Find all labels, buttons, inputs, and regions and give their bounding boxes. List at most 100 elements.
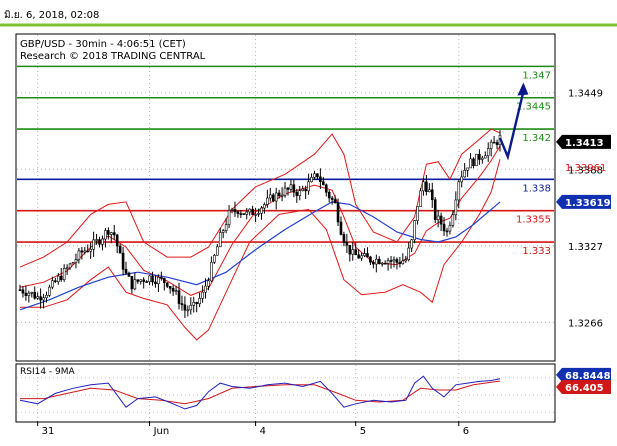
rsi-value-badge-bg [556,367,611,382]
candle-body [469,158,472,169]
x-tick-label: Jun [153,426,170,437]
y-tick-label: 1.3327 [568,242,603,253]
candle-body [198,298,201,305]
candle-body [342,234,346,243]
candle-body [39,296,42,301]
y-tick-label: 1.3449 [568,89,603,100]
candle-body [304,188,307,192]
candle-body [18,289,22,292]
candle-body [457,181,461,201]
candle-body [59,275,63,281]
candle-body [224,224,228,231]
candle-body [221,230,225,233]
bollinger-upper-band [19,128,501,268]
bollinger-lower-band [20,159,501,341]
candle-body [416,206,419,221]
rsi-ma-line [20,380,501,405]
candle-body [227,210,231,225]
candle-body [145,281,148,283]
candle-body [216,246,219,256]
last-price-badge: 1.3413 [565,138,604,149]
candle-body [481,157,484,160]
candle-body [313,173,316,178]
candle-body [177,290,181,304]
candle-body [489,141,493,149]
candle-body [230,209,234,211]
candle-body [242,213,246,215]
candle-body [160,276,163,279]
candle-body [495,142,499,146]
candle-body [233,209,237,213]
candle-body [330,197,334,200]
level-label: 1.333 [522,246,551,257]
candle-body [386,260,390,264]
candle-body [62,268,66,281]
candle-body [189,304,193,311]
candle-body [322,181,325,186]
candle-body [162,278,166,284]
candle-body [327,191,331,199]
candle-body [56,275,60,283]
candle-body [436,215,440,220]
candle-body [251,208,254,216]
rsi-ma-value-badge: 66.405 [565,383,604,394]
candle-body [245,211,249,215]
candle-body [274,192,278,202]
y-tick-label: 1.3388 [568,165,603,176]
candle-body [360,255,363,259]
candle-body [410,239,413,249]
candle-body [369,256,372,263]
candle-body [404,259,408,262]
candle-body [260,207,263,214]
candle-body [401,260,405,265]
last-price-badge-bg [556,134,611,149]
candle-body [422,181,425,192]
candle-body [448,225,452,232]
candle-body [375,258,378,265]
candle-body [92,239,95,250]
candle-body [351,249,355,255]
candle-body [192,302,196,306]
candle-body [307,181,310,192]
candle-body [151,275,154,283]
candle-body [319,176,322,182]
candle-body [86,250,90,253]
candle-body [104,230,107,240]
candle-body [263,204,266,209]
candle-body [269,194,272,199]
candle-body [433,199,437,220]
candle-body [124,269,128,274]
candle-body [201,291,204,299]
candle-body [339,221,343,235]
candle-body [389,260,393,262]
candle-body [186,309,190,312]
chart-symbol-line: GBP/USD - 30min - 4:06:51 (CET) [20,39,186,50]
candle-body [213,255,216,263]
candle-body [71,262,75,265]
candle-body [45,295,48,299]
candle-body [460,176,464,183]
candle-body [333,199,337,204]
candle-body [445,230,449,233]
candle-body [83,250,87,253]
candle-body [183,304,187,311]
candle-body [54,280,57,283]
candle-body [136,279,140,282]
candle-body [27,292,31,296]
candle-body [101,238,104,245]
candle-body [95,239,98,241]
candle-body [165,282,169,287]
candle-body [472,158,475,167]
candle-body [298,190,302,196]
candle-body [466,167,469,171]
candle-body [180,303,184,306]
rsi-line [19,375,501,410]
candle-body [157,276,160,285]
level-label: 1.3445 [516,102,551,113]
candle-body [419,190,422,207]
candle-body [383,262,387,265]
candle-body [310,177,313,183]
candle-body [207,280,210,287]
candle-body [413,220,416,241]
